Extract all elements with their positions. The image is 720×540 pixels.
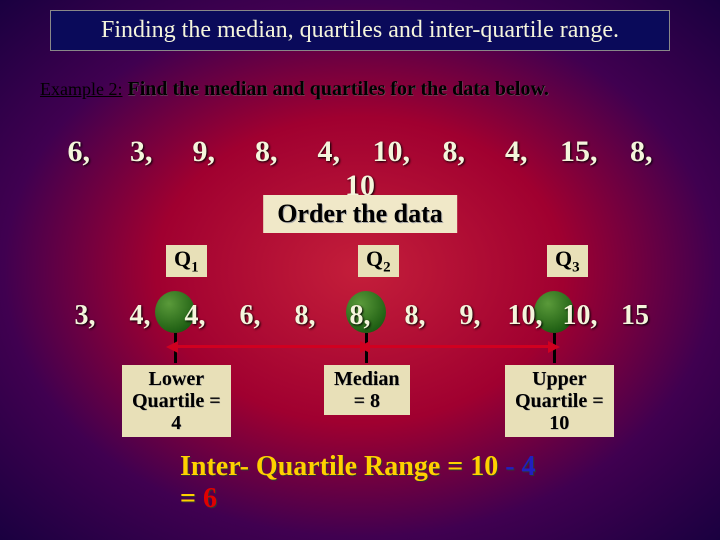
q1-label: Q1 — [166, 245, 207, 277]
iqr-eq: = — [180, 483, 203, 514]
ord-num: 8, — [278, 300, 333, 332]
ord-num: 8, — [388, 300, 443, 332]
median-caption: Median = 8 — [324, 365, 410, 415]
q3-label: Q3 — [547, 245, 588, 277]
example-text: Find the median and quartiles for the da… — [127, 78, 548, 100]
iqr-minus: - — [498, 451, 521, 482]
ordered-data-row: 3,4,4,6,8,8,8,9,10,10,15 — [0, 300, 720, 332]
ord-num: 9, — [443, 300, 498, 332]
iqr-result-value: 6 — [203, 483, 217, 514]
raw-num: 6, — [51, 135, 106, 169]
ord-num: 4, — [168, 300, 223, 332]
ord-num: 6, — [223, 300, 278, 332]
q2-label: Q2 — [358, 245, 399, 277]
raw-num: 4, — [301, 135, 356, 169]
raw-num: 4, — [489, 135, 544, 169]
raw-num: 9, — [176, 135, 231, 169]
title-text: Finding the median, quartiles and inter-… — [101, 17, 619, 43]
order-heading: Order the data — [263, 195, 457, 233]
iqr-upper: 10 — [470, 451, 498, 482]
raw-num: 3, — [114, 135, 169, 169]
raw-num: 8, — [614, 135, 669, 169]
raw-data-row: 6, 3, 9, 8, 4, 10, 8, 4, 15, 8, 10 — [40, 135, 680, 203]
upper-quartile-caption: Upper Quartile = 10 — [505, 365, 614, 437]
iqr-prefix: Inter- Quartile Range = — [180, 451, 470, 482]
raw-num: 15, — [551, 135, 606, 169]
iqr-lower: 4 — [522, 451, 536, 482]
lower-quartile-caption: Lower Quartile = 4 — [122, 365, 231, 437]
ordered-container: Q1 Q2 Q3 3,4,4,6,8,8,8,9,10,10,15 Lower … — [0, 245, 720, 425]
ord-num: 3, — [58, 300, 113, 332]
arrow-left-half — [176, 345, 362, 348]
example-line: Example 2: Find the median and quartiles… — [40, 78, 680, 101]
ord-num: 10, — [498, 300, 553, 332]
raw-num: 8, — [239, 135, 294, 169]
iqr-result: Inter- Quartile Range = 10 - 4 = 6 — [180, 451, 540, 515]
raw-num: 10, — [364, 135, 419, 169]
ord-num: 4, — [113, 300, 168, 332]
ord-num: 15 — [608, 300, 663, 332]
arrow-right-half — [368, 345, 550, 348]
example-label: Example 2: — [40, 79, 122, 99]
ord-num: 8, — [333, 300, 388, 332]
title-box: Finding the median, quartiles and inter-… — [50, 10, 670, 51]
raw-num: 8, — [426, 135, 481, 169]
ord-num: 10, — [553, 300, 608, 332]
